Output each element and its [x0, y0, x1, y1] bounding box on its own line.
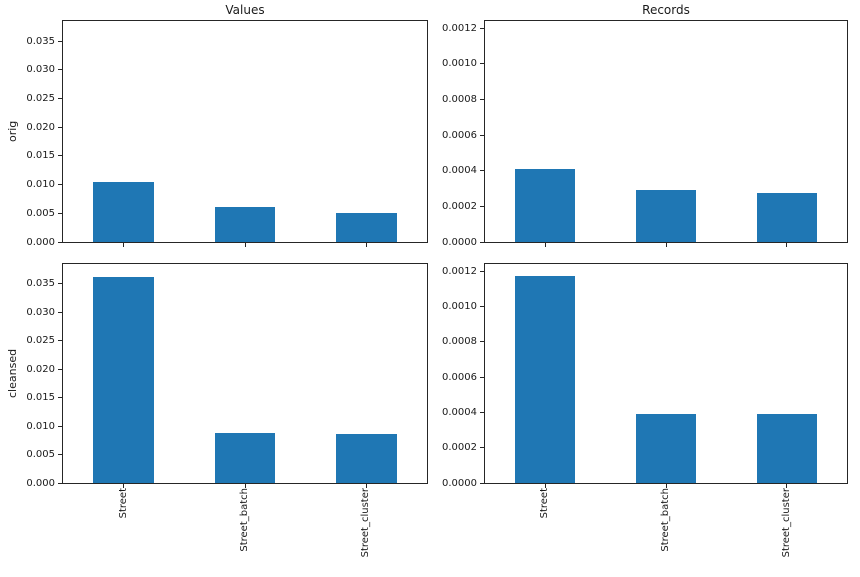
y-tick-mark	[58, 126, 62, 128]
y-tick-label: 0.0012	[442, 265, 477, 277]
bar-street_cluster	[336, 213, 397, 242]
y-tick-label: 0.030	[26, 64, 55, 76]
y-tick-mark	[58, 69, 62, 71]
y-tick-mark	[58, 155, 62, 157]
y-tick-mark	[58, 425, 62, 427]
x-tick-mark	[786, 484, 788, 488]
y-tick-label: 0.0010	[442, 58, 477, 70]
y-tick-mark	[480, 376, 484, 378]
x-tick-mark	[544, 484, 546, 488]
bar-street_cluster	[756, 414, 817, 483]
subplot-title-records: Records	[642, 3, 690, 17]
y-tick-mark	[58, 97, 62, 99]
y-tick-label: 0.0012	[442, 22, 477, 34]
y-tick-label: 0.010	[26, 179, 55, 191]
subplot-cleansed-records: 0.0000 0.0002 0.0004 0.0006 0.0008 0.0010 0.00…	[442, 263, 848, 557]
y-tick-label: 0.0008	[442, 93, 477, 105]
y-tick-label: 0.030	[26, 306, 55, 318]
y-tick-mark	[480, 241, 484, 243]
x-tick-label-street_batch: Street_batch	[239, 488, 250, 552]
x-tick-label-street: Street	[117, 488, 129, 519]
bar-street_batch	[635, 190, 697, 242]
y-tick-label: 0.0010	[442, 300, 477, 312]
y-tick-mark	[480, 170, 484, 172]
y-tick-mark	[58, 397, 62, 399]
x-tick-mark	[786, 243, 788, 247]
y-tick-label: 0.020	[26, 121, 55, 133]
y-tick-label: 0.0000	[442, 477, 477, 489]
row-label-cleansed: cleansed	[6, 348, 19, 399]
y-tick-mark	[58, 340, 62, 342]
x-tick-mark	[665, 484, 667, 488]
y-tick-label: 0.005	[26, 449, 55, 461]
y-tick-mark	[58, 241, 62, 243]
x-tick-label-street_batch: Street_batch	[660, 488, 671, 552]
y-tick-mark	[480, 205, 484, 207]
y-tick-label: 0.005	[26, 207, 55, 219]
y-tick-mark	[58, 212, 62, 214]
y-tick-label: 0.010	[26, 420, 55, 432]
y-tick-label: 0.000	[26, 236, 55, 248]
y-tick-label: 0.035	[26, 35, 55, 47]
y-tick-mark	[480, 447, 484, 449]
bar-street	[515, 276, 576, 483]
x-tick-label-street: Street	[539, 488, 551, 519]
y-tick-mark	[58, 40, 62, 42]
y-tick-label: 0.015	[26, 150, 55, 162]
y-tick-mark	[480, 305, 484, 307]
subplot-cleansed-values: 0.000 0.005 0.010 0.015 0.020 0.025 0.030 0.035…	[26, 263, 428, 557]
x-tick-mark	[365, 243, 367, 247]
y-tick-label: 0.025	[26, 92, 55, 104]
x-tick-mark	[244, 243, 246, 247]
y-tick-mark	[58, 482, 62, 484]
y-tick-mark	[480, 482, 484, 484]
x-tick-mark	[544, 243, 546, 247]
bar-street_batch	[214, 207, 276, 242]
y-tick-mark	[480, 411, 484, 413]
y-tick-mark	[480, 270, 484, 272]
y-tick-label: 0.020	[26, 363, 55, 375]
y-tick-mark	[480, 63, 484, 65]
y-tick-label: 0.0000	[442, 236, 477, 248]
y-tick-label: 0.000	[26, 477, 55, 489]
subplot-title-values: Values	[225, 3, 265, 17]
y-tick-label: 0.0002	[442, 442, 477, 454]
y-tick-label: 0.0006	[442, 129, 477, 141]
bar-street	[93, 276, 154, 483]
x-tick-mark	[123, 484, 125, 488]
y-tick-mark	[480, 134, 484, 136]
y-tick-mark	[58, 454, 62, 456]
x-tick-label-street_cluster: Street_cluster	[780, 488, 792, 558]
y-tick-label: 0.0008	[442, 336, 477, 348]
bar-street_cluster	[756, 193, 817, 242]
y-tick-mark	[480, 98, 484, 100]
y-tick-label: 0.0004	[442, 406, 477, 418]
bar-street	[93, 181, 154, 242]
y-tick-mark	[58, 283, 62, 285]
x-tick-mark	[365, 484, 367, 488]
y-tick-label: 0.0002	[442, 200, 477, 212]
subplot-orig-values: 0.000 0.005 0.010 0.015 0.020 0.025 0.030 0.035	[26, 20, 428, 248]
bar-street_batch	[635, 414, 697, 483]
y-tick-mark	[58, 368, 62, 370]
x-tick-mark	[123, 243, 125, 247]
row-label-orig: orig	[6, 120, 19, 143]
y-tick-mark	[58, 184, 62, 186]
subplot-orig-records: 0.0000 0.0002 0.0004 0.0006 0.0008 0.0010 0.00…	[442, 20, 848, 248]
y-tick-mark	[480, 341, 484, 343]
x-tick-mark	[244, 484, 246, 488]
bar-street_batch	[214, 432, 276, 483]
y-tick-mark	[480, 27, 484, 29]
bar-street_cluster	[336, 433, 397, 483]
y-tick-label: 0.015	[26, 392, 55, 404]
y-tick-mark	[58, 311, 62, 313]
y-tick-label: 0.025	[26, 335, 55, 347]
bar-street	[515, 168, 576, 242]
y-tick-label: 0.0006	[442, 371, 477, 383]
y-tick-label: 0.035	[26, 278, 55, 290]
x-tick-label-street_cluster: Street_cluster	[360, 488, 372, 558]
x-tick-mark	[665, 243, 667, 247]
y-tick-label: 0.0004	[442, 165, 477, 177]
